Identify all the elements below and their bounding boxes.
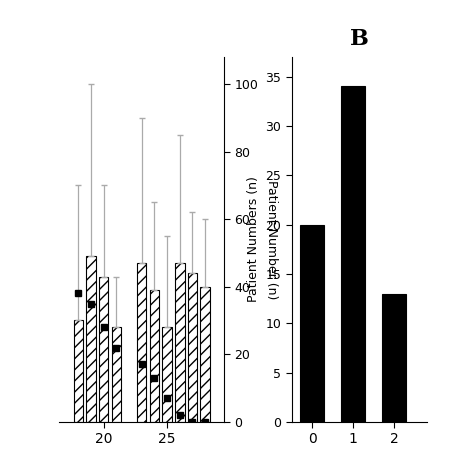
Bar xyxy=(162,327,172,422)
Bar xyxy=(150,290,159,422)
Bar xyxy=(73,320,83,422)
Bar xyxy=(99,276,109,422)
Y-axis label: Patient Numbers (n): Patient Numbers (n) xyxy=(247,176,260,302)
Text: B: B xyxy=(350,27,369,50)
Bar xyxy=(201,287,210,422)
Bar xyxy=(111,327,121,422)
Bar xyxy=(86,256,96,422)
Y-axis label: Patient Number (n): Patient Number (n) xyxy=(265,180,278,299)
Bar xyxy=(300,225,324,422)
Bar xyxy=(137,263,146,422)
Bar xyxy=(341,86,365,422)
Bar xyxy=(382,293,406,422)
Bar xyxy=(188,273,197,422)
Bar xyxy=(175,263,184,422)
